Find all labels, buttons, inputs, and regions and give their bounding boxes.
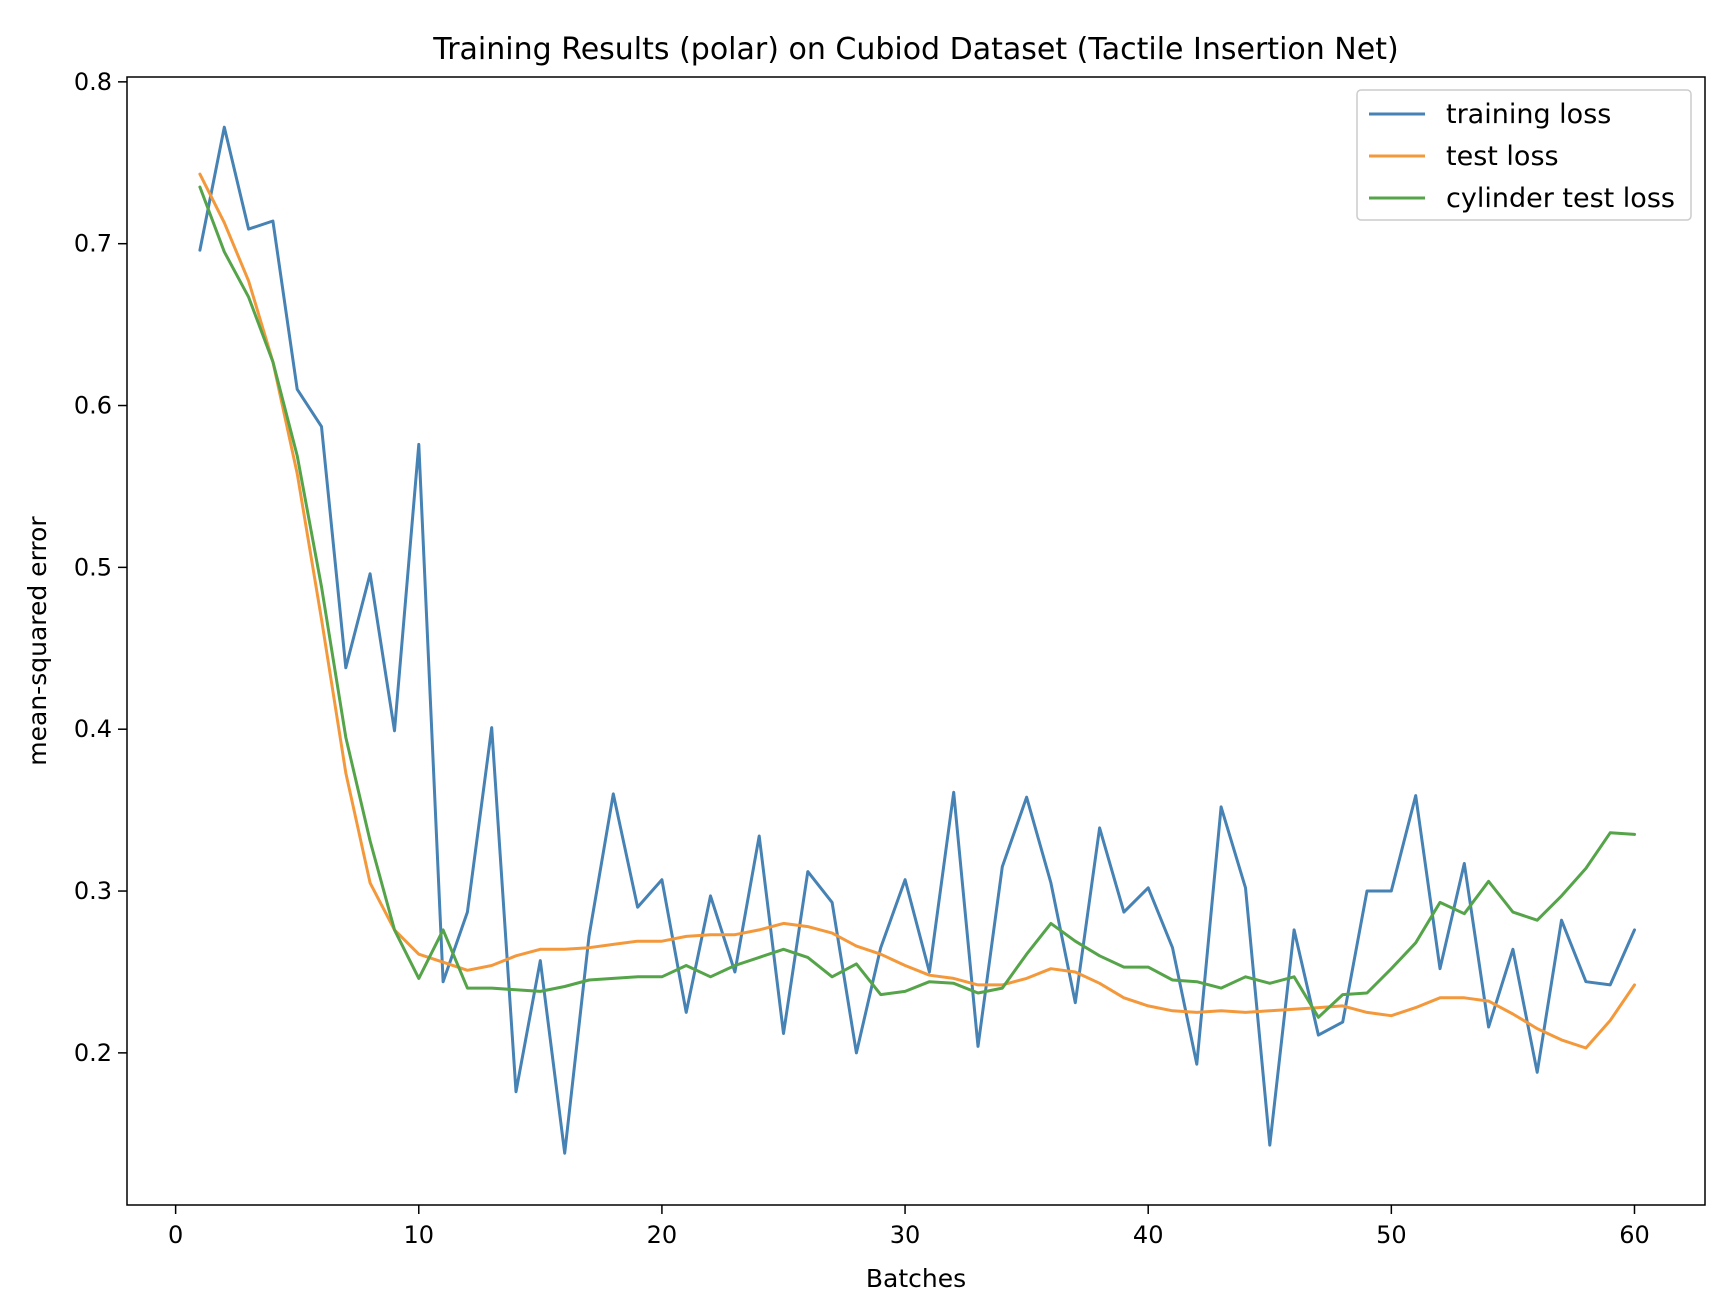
series-line-cylinder-test-loss xyxy=(198,185,1636,1019)
y-tick-label: 0.8 xyxy=(74,68,112,96)
legend-label-cylinder-test-loss: cylinder test loss xyxy=(1446,183,1675,214)
y-tick-label: 0.4 xyxy=(74,715,112,743)
y-axis-label: mean-squared error xyxy=(23,516,52,766)
y-tick-label: 0.5 xyxy=(74,553,112,581)
chart-title: Training Results (polar) on Cubiod Datas… xyxy=(432,32,1398,67)
legend: training loss test loss cylinder test loss xyxy=(1356,89,1692,221)
series-layer xyxy=(198,125,1636,1155)
plot-area xyxy=(127,77,1705,1205)
x-tick-label: 60 xyxy=(1619,1221,1650,1249)
series-line-training-loss xyxy=(198,125,1636,1155)
x-tick-label: 50 xyxy=(1376,1221,1407,1249)
y-tick-label: 0.2 xyxy=(74,1039,112,1067)
x-tick-label: 0 xyxy=(168,1221,183,1249)
y-axis: 0.2 0.3 0.4 0.5 0.6 0.7 0.8 xyxy=(74,68,127,1067)
legend-box xyxy=(1356,89,1692,221)
x-tick-label: 10 xyxy=(403,1221,434,1249)
x-tick-label: 40 xyxy=(1133,1221,1164,1249)
axes-frame xyxy=(126,76,1706,1206)
x-tick-label: 20 xyxy=(647,1221,678,1249)
x-tick-label: 30 xyxy=(890,1221,921,1249)
y-tick-label: 0.6 xyxy=(74,392,112,420)
legend-label-training-loss: training loss xyxy=(1446,99,1611,130)
y-tick-label: 0.3 xyxy=(74,877,112,905)
x-axis-label: Batches xyxy=(866,1264,966,1293)
x-axis: 0 10 20 30 40 50 60 xyxy=(168,1205,1650,1249)
legend-label-test-loss: test loss xyxy=(1446,141,1559,172)
series-line-test-loss xyxy=(198,172,1636,1050)
y-tick-label: 0.7 xyxy=(74,230,112,258)
